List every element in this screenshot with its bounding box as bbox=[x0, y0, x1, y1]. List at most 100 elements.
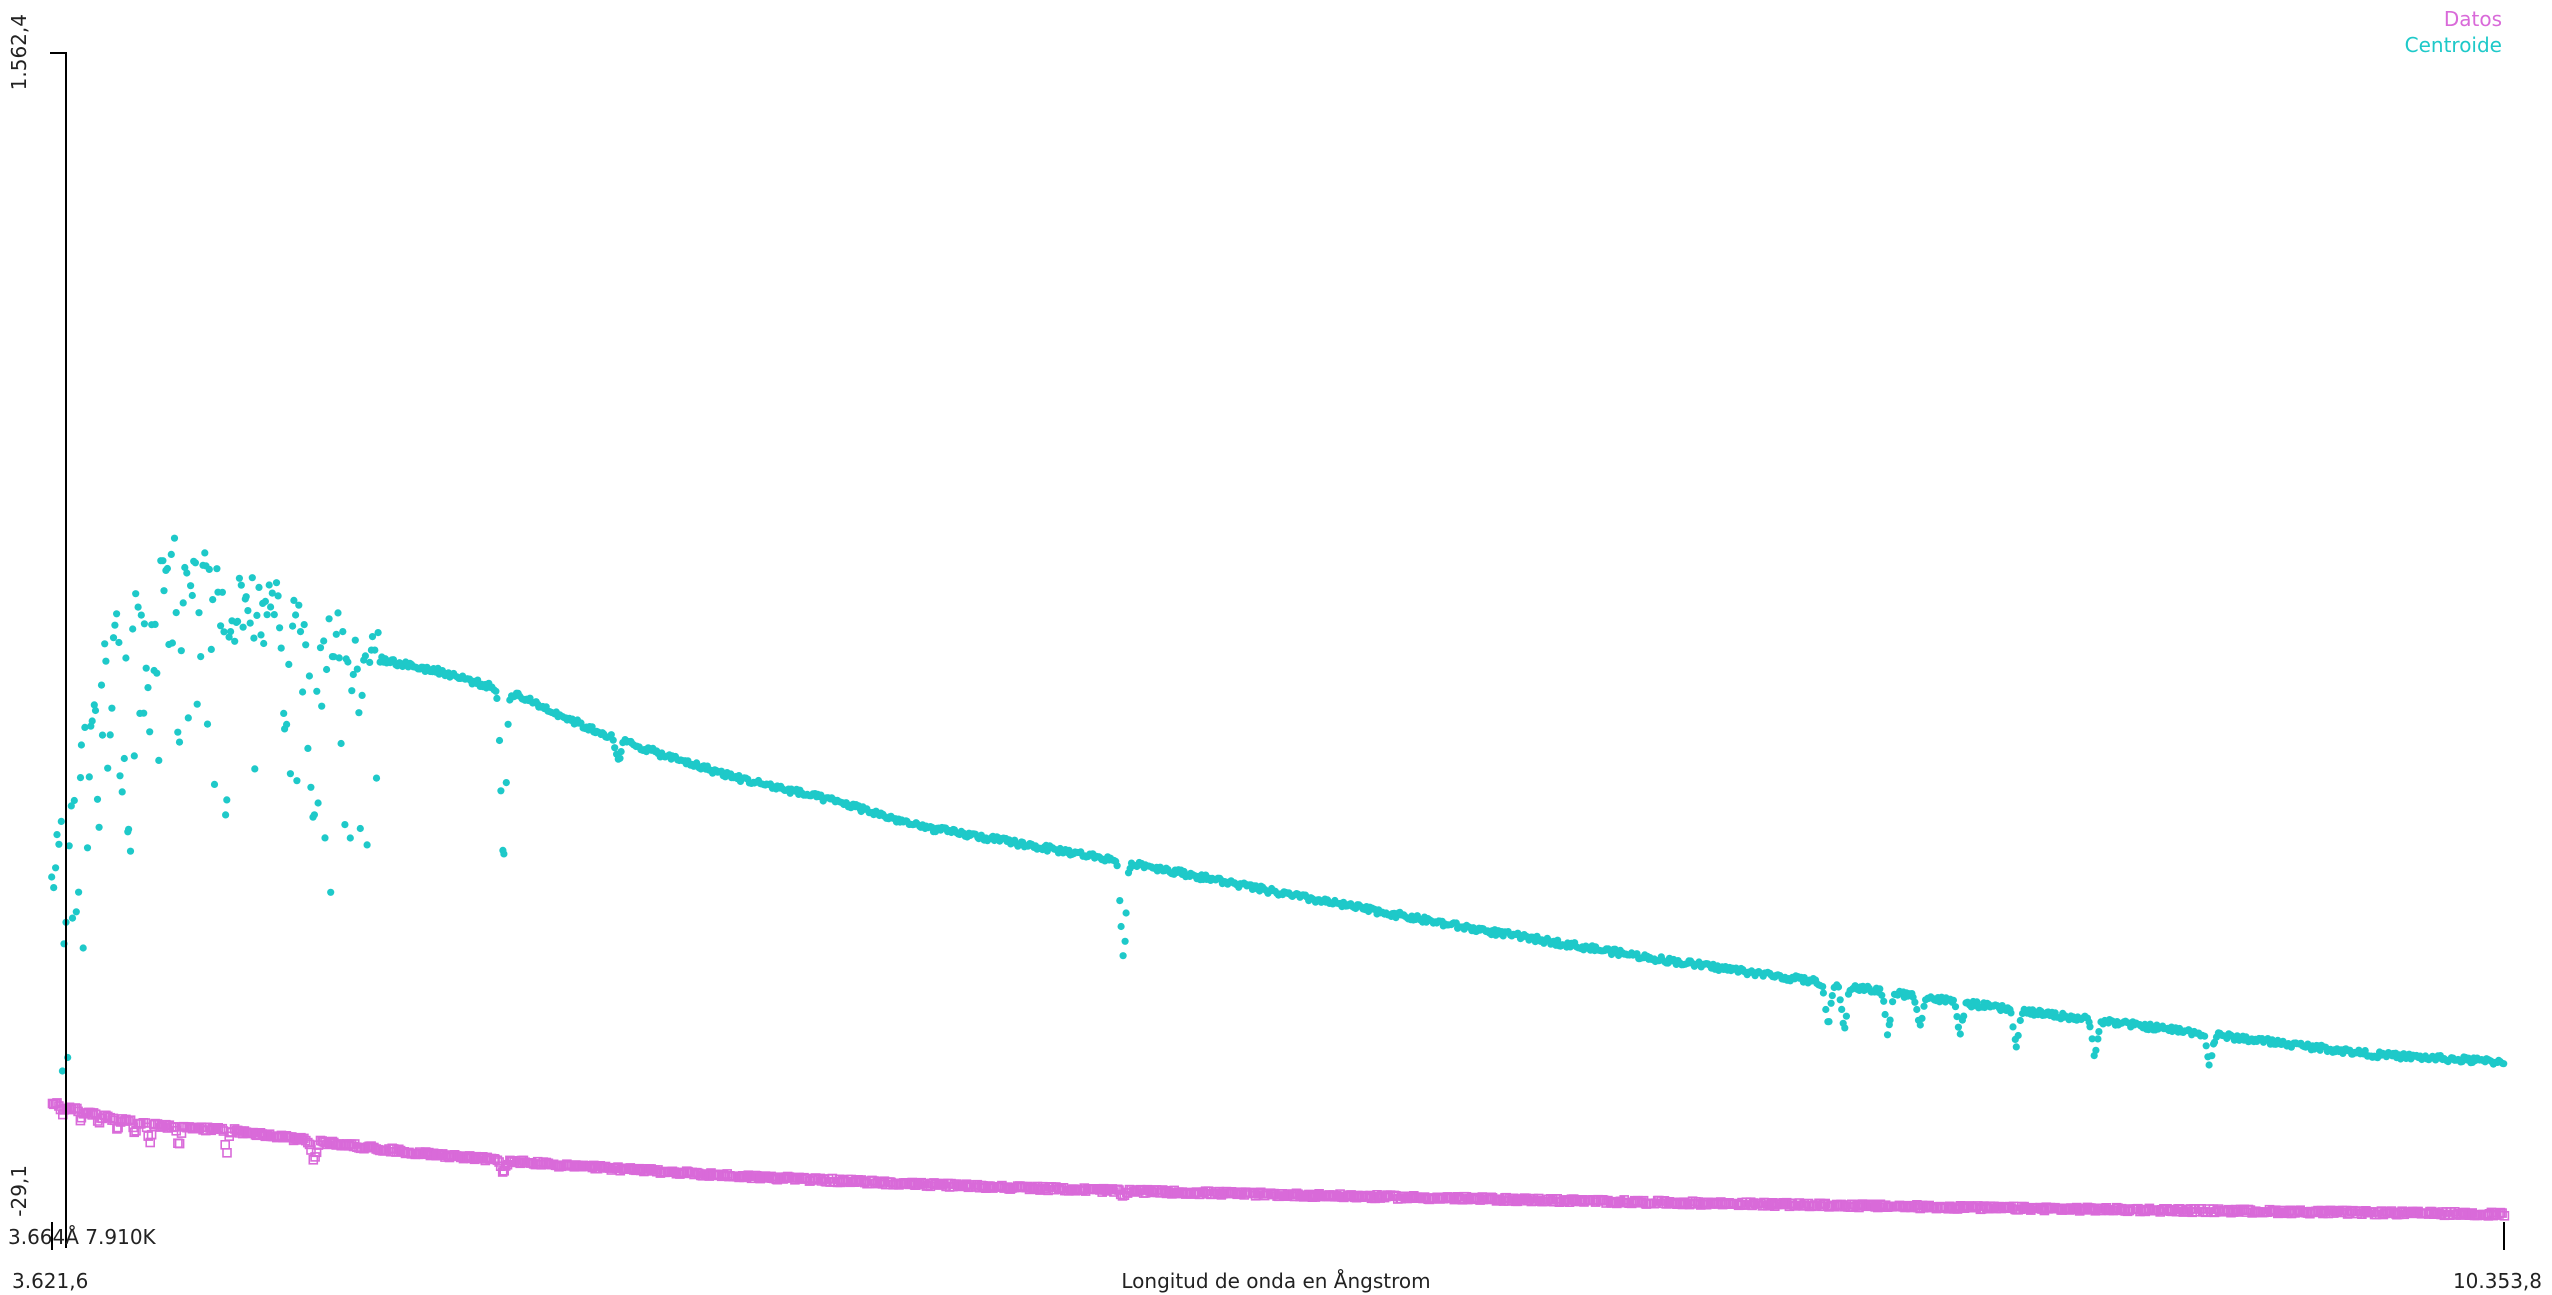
point-centroide bbox=[153, 669, 161, 677]
point-datos bbox=[1102, 1186, 1112, 1196]
point-centroide bbox=[132, 590, 140, 598]
point-centroide bbox=[77, 741, 85, 749]
point-centroide bbox=[225, 633, 233, 641]
point-centroide bbox=[90, 701, 98, 709]
point-centroide bbox=[104, 764, 112, 772]
point-centroide bbox=[253, 611, 261, 620]
x-min-tick-label: 3.621,6 bbox=[12, 1269, 88, 1293]
point-centroide bbox=[265, 581, 273, 589]
point-centroide bbox=[348, 687, 356, 695]
point-centroide bbox=[616, 754, 624, 762]
point-centroide bbox=[346, 834, 354, 842]
point-centroide bbox=[217, 622, 225, 630]
point-centroide bbox=[234, 617, 242, 626]
point-centroide bbox=[155, 756, 163, 765]
point-centroide bbox=[203, 720, 212, 728]
point-centroide bbox=[81, 723, 89, 732]
point-centroide bbox=[88, 717, 96, 725]
point-centroide bbox=[320, 637, 328, 645]
point-centroide bbox=[344, 658, 352, 666]
point-centroide bbox=[257, 631, 265, 639]
point-datos bbox=[2497, 1208, 2507, 1218]
point-centroide bbox=[179, 599, 187, 607]
point-centroide bbox=[75, 888, 83, 896]
point-centroide bbox=[111, 621, 119, 629]
x-max-tick-label: 10.353,8 bbox=[2453, 1269, 2542, 1293]
point-centroide bbox=[55, 840, 63, 848]
point-centroide bbox=[218, 588, 226, 596]
point-centroide bbox=[274, 592, 282, 600]
point-centroide bbox=[2095, 1028, 2103, 1036]
point-centroide bbox=[1554, 936, 1562, 944]
point-centroide bbox=[1828, 992, 1836, 1000]
point-centroide bbox=[72, 908, 80, 916]
point-centroide bbox=[356, 824, 364, 833]
point-centroide bbox=[140, 620, 148, 628]
point-centroide bbox=[222, 811, 230, 819]
point-centroide bbox=[268, 589, 276, 597]
point-centroide bbox=[58, 1067, 66, 1075]
point-centroide bbox=[220, 628, 228, 636]
point-centroide bbox=[108, 704, 116, 712]
point-centroide bbox=[48, 873, 56, 881]
point-centroide bbox=[272, 579, 281, 587]
point-centroide bbox=[174, 728, 182, 736]
point-centroide bbox=[210, 780, 219, 789]
point-datos bbox=[635, 1165, 646, 1176]
point-centroide bbox=[368, 633, 377, 641]
point-centroide bbox=[609, 736, 617, 744]
point-centroide bbox=[205, 565, 213, 574]
point-centroide bbox=[1951, 1003, 1960, 1011]
point-centroide bbox=[255, 583, 263, 592]
point-centroide bbox=[1920, 1002, 1928, 1010]
point-centroide bbox=[313, 687, 321, 695]
point-centroide bbox=[1827, 999, 1835, 1007]
points-layer bbox=[47, 534, 2510, 1221]
point-centroide bbox=[1889, 998, 1897, 1006]
point-centroide bbox=[1913, 1005, 1921, 1014]
point-centroide bbox=[207, 645, 215, 654]
point-centroide bbox=[118, 788, 126, 796]
point-centroide bbox=[1876, 985, 1884, 993]
point-centroide bbox=[95, 823, 103, 831]
point-centroide bbox=[168, 639, 176, 647]
point-centroide bbox=[372, 774, 381, 782]
point-centroide bbox=[1953, 1013, 1961, 1021]
point-centroide bbox=[1916, 1021, 1924, 1029]
point-centroide bbox=[239, 623, 247, 631]
point-centroide bbox=[300, 621, 308, 629]
point-centroide bbox=[235, 574, 243, 582]
point-centroide bbox=[248, 574, 256, 582]
point-centroide bbox=[330, 653, 338, 661]
point-centroide bbox=[172, 609, 180, 617]
point-centroide bbox=[2016, 1016, 2024, 1025]
point-centroide bbox=[134, 603, 142, 611]
point-datos bbox=[818, 1174, 829, 1185]
point-centroide bbox=[1881, 1010, 1889, 1019]
point-centroide bbox=[175, 738, 184, 746]
point-centroide bbox=[611, 744, 619, 752]
point-centroide bbox=[1911, 998, 1919, 1006]
point-centroide bbox=[109, 634, 118, 642]
point-centroide bbox=[246, 619, 254, 627]
point-centroide bbox=[299, 688, 307, 696]
point-centroide bbox=[170, 534, 179, 542]
point-centroide bbox=[270, 611, 278, 619]
point-centroide bbox=[227, 628, 235, 636]
point-centroide bbox=[1880, 997, 1888, 1005]
point-centroide bbox=[366, 658, 374, 667]
point-centroide bbox=[101, 640, 109, 648]
point-centroide bbox=[68, 914, 77, 922]
point-centroide bbox=[1954, 1023, 1962, 1031]
cursor-readout: 3.664Å 7.910K bbox=[8, 1225, 157, 1249]
point-centroide bbox=[129, 625, 137, 633]
point-centroide bbox=[2361, 1047, 2369, 1055]
point-centroide bbox=[295, 601, 303, 609]
point-datos bbox=[388, 1144, 399, 1154]
point-centroide bbox=[334, 609, 342, 617]
point-centroide bbox=[286, 770, 294, 778]
point-centroide bbox=[160, 587, 168, 595]
point-centroide bbox=[1949, 996, 1957, 1004]
point-centroide bbox=[167, 550, 175, 559]
point-centroide bbox=[244, 607, 252, 615]
